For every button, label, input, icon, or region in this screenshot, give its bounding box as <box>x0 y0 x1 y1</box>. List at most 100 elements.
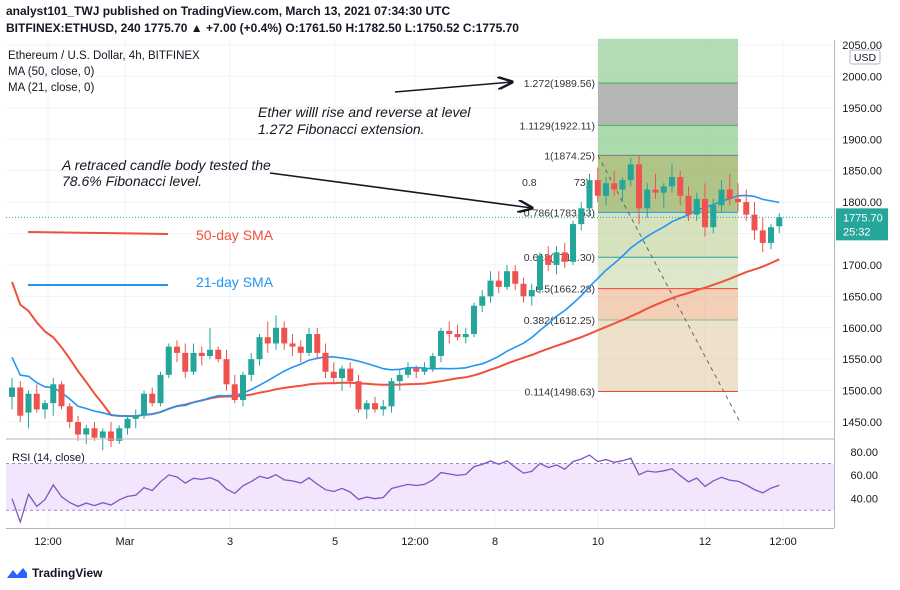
annotations: Ether willl rise and reverse at level 1.2… <box>27 82 532 290</box>
candle-body <box>363 403 370 410</box>
candle-body <box>25 393 32 413</box>
rsi-tick-label: 80.00 <box>850 447 878 459</box>
close-label: C: <box>462 21 476 35</box>
candle-body <box>677 176 684 196</box>
candle-body <box>446 330 453 335</box>
candle-body <box>116 428 123 441</box>
candle-body <box>520 283 527 297</box>
candle-body <box>124 418 131 429</box>
fib-partial-label: 0.8 <box>522 177 537 189</box>
fibonacci-retracement[interactable]: 1.272(1989.56) 1.1129(1922.11) 1(1874.25) 0… <box>519 38 741 423</box>
candle-body <box>297 346 304 353</box>
fib-zone <box>598 212 738 258</box>
arrow-to-1272 <box>394 82 512 93</box>
price-tick-label: 1900.00 <box>842 134 882 146</box>
candle-body <box>372 403 378 410</box>
candle-body <box>685 195 692 215</box>
footer: TradingView <box>0 560 900 590</box>
candle-body <box>306 334 312 353</box>
low-label: L: <box>404 21 417 35</box>
time-tick-label: 12:00 <box>401 536 429 548</box>
price-tick-label: 2000.00 <box>842 71 882 83</box>
legend-title: Ethereum / U.S. Dollar, 4h, BITFINEX <box>8 50 200 62</box>
candle-body <box>149 393 156 404</box>
candle-body <box>512 271 519 284</box>
candle-body <box>487 280 494 297</box>
tradingview-logo[interactable]: TradingView <box>6 566 102 580</box>
price-tick-label: 1500.00 <box>842 386 882 398</box>
candle-body <box>405 368 411 375</box>
time-tick-label: Mar <box>116 536 135 548</box>
candle-body <box>652 189 659 193</box>
price-tick-label: 1450.00 <box>842 417 882 429</box>
candle-body <box>289 343 296 347</box>
time-tick-label: 10 <box>592 536 604 548</box>
candle-body <box>504 271 510 287</box>
candle-body <box>561 252 568 262</box>
candle-body <box>50 384 57 404</box>
candle-body <box>380 406 387 410</box>
candle-body <box>495 280 502 287</box>
candle-body <box>462 334 469 338</box>
candlestick-series <box>9 154 783 451</box>
candle-body <box>198 352 205 357</box>
time-tick-label: 12:00 <box>34 536 62 548</box>
price-tick-label: 1850.00 <box>842 166 882 178</box>
rsi-tick-label: 40.00 <box>850 494 878 506</box>
candle-body <box>355 381 362 410</box>
high-value: 1782.50 <box>358 21 402 35</box>
fib-trend-line <box>597 155 741 423</box>
chart-legend: Ethereum / U.S. Dollar, 4h, BITFINEX MA … <box>8 48 200 96</box>
candle-body <box>75 422 81 435</box>
annotation-retraced: A retraced candle body tested the 78.6% F… <box>61 157 271 189</box>
time-tick-label: 12:00 <box>769 536 797 548</box>
candle-body <box>660 186 667 193</box>
open-value: 1761.50 <box>298 21 343 35</box>
candle-body <box>281 327 288 344</box>
candle-body <box>58 384 65 407</box>
candle-body <box>339 368 345 379</box>
candle-body <box>644 189 651 209</box>
candle-body <box>743 202 750 215</box>
candle-body <box>594 180 601 196</box>
time-axis[interactable]: 12:00 Mar 3 5 12:00 8 10 12 12:00 <box>34 536 797 548</box>
fib-zone <box>598 38 738 83</box>
published-line: analyst101_TWJ published on TradingView.… <box>6 4 451 18</box>
candle-body <box>347 368 354 382</box>
candle-body <box>207 349 213 357</box>
candle-body <box>99 431 106 438</box>
candle-body <box>330 371 337 379</box>
candle-body <box>759 230 766 243</box>
candle-body <box>553 252 560 265</box>
annotation-line: A retraced candle body tested the <box>61 157 271 173</box>
sma50-marker-line <box>27 231 169 235</box>
fib-level-label: 1(1874.25) <box>544 150 595 162</box>
rsi-tick-label: 60.00 <box>850 470 878 482</box>
candle-body <box>396 374 403 382</box>
candle-body <box>735 198 741 203</box>
time-tick-label: 5 <box>332 536 338 548</box>
low-value: 1750.52 <box>416 21 460 35</box>
price-tick-label: 1700.00 <box>842 260 882 272</box>
fib-zone <box>598 125 738 156</box>
chart-canvas[interactable]: 1.272(1989.56) 1.1129(1922.11) 1(1874.25) 0… <box>0 0 900 560</box>
candle-body <box>603 183 609 196</box>
annotation-line: Ether willl rise and reverse at level <box>258 104 471 120</box>
candle-body <box>83 428 90 435</box>
price-axis[interactable]: 2050.00 2000.00 1950.00 1900.00 1850.00 1800.… <box>6 40 888 429</box>
open-label: O: <box>285 21 299 35</box>
fib-level-label: 0.382(1612.25) <box>524 315 595 327</box>
time-tick-label: 12 <box>699 536 711 548</box>
candle-body <box>9 387 15 397</box>
candle-body <box>710 205 717 228</box>
candle-body <box>776 217 783 227</box>
sma50-label: 50-day SMA <box>196 227 274 243</box>
candle-body <box>314 334 321 353</box>
candle-body <box>421 368 428 372</box>
annotation-line: 1.272 Fibonacci extension. <box>258 121 425 137</box>
currency-box <box>849 49 881 65</box>
candle-body <box>429 356 436 369</box>
candle-body <box>528 290 535 297</box>
candle-body <box>636 164 642 209</box>
candle-body <box>537 255 543 291</box>
